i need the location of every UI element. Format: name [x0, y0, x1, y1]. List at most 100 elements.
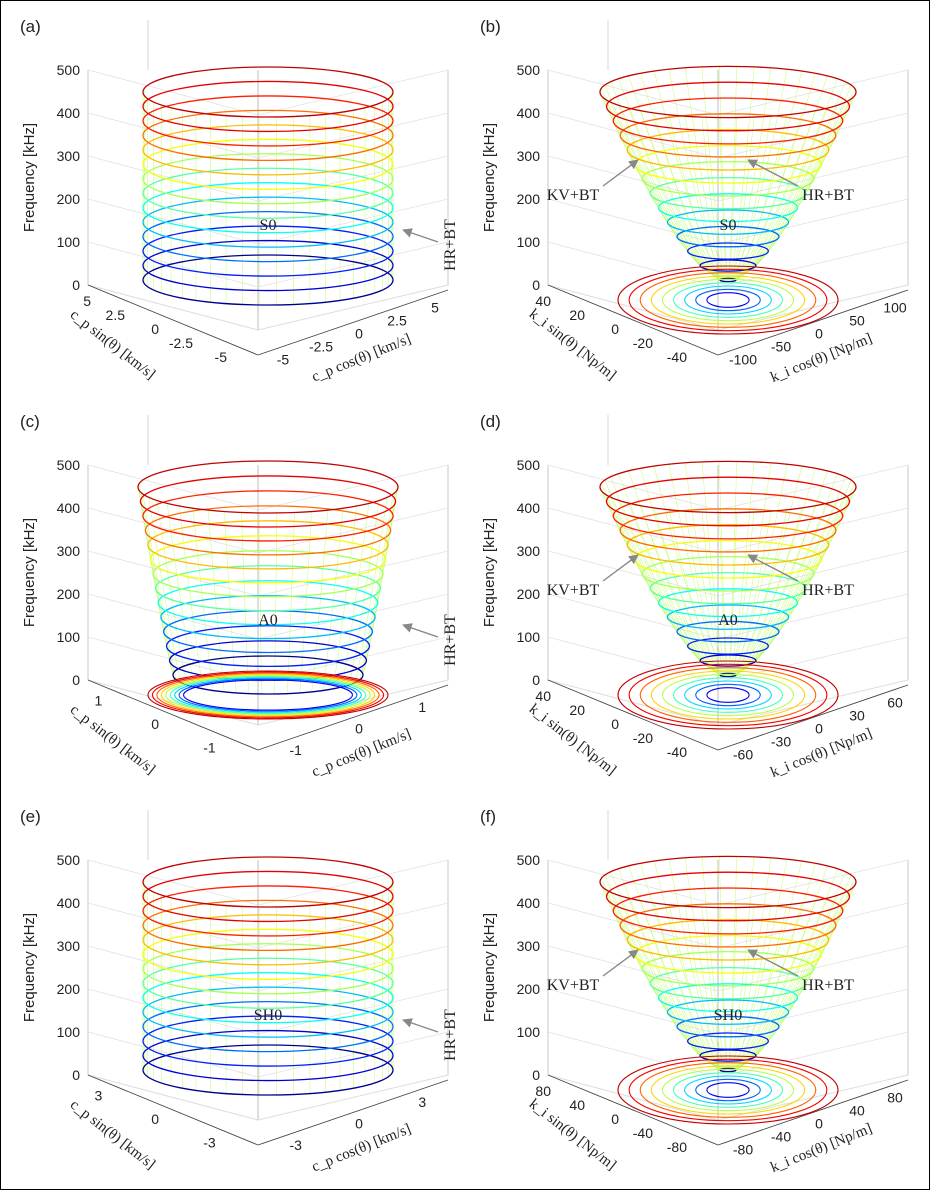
- floor-contour: [673, 1072, 783, 1108]
- surface-ring: [142, 95, 394, 147]
- surface-meridian: [179, 505, 204, 689]
- surface-meridian: [640, 73, 723, 279]
- mode-label: S0: [260, 217, 277, 234]
- surface-ring: [649, 572, 807, 605]
- x-tick-label: 40: [849, 1103, 865, 1119]
- annotation-label: HR+BT: [802, 977, 854, 994]
- floor-contour: [183, 679, 353, 711]
- surface-meridian: [640, 110, 723, 282]
- surface-meridian: [258, 512, 262, 695]
- z-gridline: [257, 988, 449, 1035]
- surface-ring: [666, 209, 790, 235]
- y-tick-label: 0: [151, 716, 159, 732]
- annotation-label: HR+BT: [442, 614, 459, 666]
- floor-contour: [617, 265, 839, 335]
- surface-ring: [649, 967, 807, 1000]
- surface-ring: [599, 460, 857, 514]
- x-tick-label: 100: [883, 300, 907, 316]
- annotation-arrow: [747, 554, 799, 582]
- floor-contour: [156, 672, 380, 718]
- annotation-arrow: [402, 1018, 439, 1033]
- surface-ring: [144, 505, 392, 556]
- surface-meridian: [618, 895, 722, 1072]
- z-gridline: [547, 945, 719, 992]
- z-tick-label: 400: [517, 500, 541, 516]
- floor-contour: [661, 1068, 795, 1112]
- surface-meridian: [735, 476, 846, 675]
- x-axis-line: [257, 1079, 449, 1146]
- surface-ring: [605, 871, 851, 922]
- z-tick-label: 200: [517, 586, 541, 602]
- surface-ring: [599, 855, 857, 909]
- z-tick-label: 400: [57, 895, 81, 911]
- surface-meridian: [668, 859, 725, 1069]
- y-tick-label: 40: [569, 1097, 585, 1113]
- surface-meridian: [640, 863, 723, 1069]
- z-gridline: [257, 241, 449, 288]
- surface-ring: [142, 957, 394, 1009]
- surface-ring: [666, 604, 790, 630]
- surface-ring: [686, 1032, 770, 1050]
- surface-meridian: [653, 71, 724, 279]
- surface-meridian: [733, 900, 816, 1072]
- y-axis-line: [87, 679, 259, 751]
- annotation-label: HR+BT: [442, 1009, 459, 1061]
- x-tick-label: 80: [887, 1090, 903, 1106]
- surface-meridian: [653, 902, 724, 1072]
- x-axis-line: [257, 289, 449, 356]
- y-axis-line: [547, 284, 719, 356]
- annotation-label: KV+BT: [547, 977, 600, 994]
- surface-meridian: [618, 500, 722, 677]
- surface-ring: [626, 919, 830, 961]
- surface-meridian: [610, 871, 721, 1070]
- surface-ring: [142, 167, 394, 219]
- z-gridline: [257, 1031, 449, 1078]
- z-tick-label: 400: [57, 500, 81, 516]
- panel-label: (a): [20, 17, 41, 36]
- z-gridline: [257, 198, 449, 245]
- surface-meridian: [668, 509, 725, 677]
- z-gridline: [547, 69, 719, 116]
- y-tick-label: 2.5: [106, 307, 126, 323]
- surface-meridian: [733, 75, 828, 280]
- surface-ring: [142, 124, 394, 176]
- z-tick-label: 200: [57, 191, 81, 207]
- annotation-label: KV+BT: [547, 187, 600, 204]
- y-tick-label: 0: [611, 1111, 619, 1127]
- z-gridline: [87, 859, 259, 906]
- z-axis-label: Frequency [kHz]: [481, 913, 498, 1022]
- surface-wireframe: [599, 460, 857, 678]
- z-gridline: [87, 198, 259, 245]
- z-axis-label: Frequency [kHz]: [21, 518, 38, 627]
- floor-contours: [617, 1055, 839, 1125]
- floor-contour: [684, 285, 772, 315]
- surface-ring: [641, 160, 815, 197]
- surface-meridian: [354, 497, 388, 683]
- surface-meridian: [653, 861, 724, 1069]
- surface-meridian: [241, 512, 249, 694]
- floor-contours: [147, 670, 389, 720]
- surface-meridian: [224, 511, 237, 693]
- z-gridline: [87, 69, 259, 116]
- surface-meridian: [730, 857, 772, 1069]
- surface-meridian: [735, 88, 856, 281]
- mode-label: S0: [720, 217, 737, 234]
- x-tick-label: 0: [355, 721, 363, 737]
- surface-meridian: [731, 69, 788, 279]
- z-gridline: [547, 679, 719, 726]
- z-tick-label: 400: [57, 105, 81, 121]
- z-axis-label: Frequency [kHz]: [21, 123, 38, 232]
- surface-meridian: [640, 505, 723, 677]
- surface-meridian: [730, 67, 772, 279]
- surface-ring: [147, 520, 389, 570]
- surface-meridian: [731, 859, 788, 1069]
- z-gridline: [257, 155, 449, 202]
- mode-label: A0: [718, 612, 738, 629]
- surface-ring: [142, 225, 394, 277]
- surface-meridian: [734, 895, 838, 1072]
- x-tick-label: -100: [729, 352, 757, 368]
- floor-contours: [617, 660, 839, 730]
- y-tick-label: -80: [667, 1139, 687, 1155]
- z-tick-label: 300: [57, 543, 81, 559]
- z-tick-label: 100: [517, 1024, 541, 1040]
